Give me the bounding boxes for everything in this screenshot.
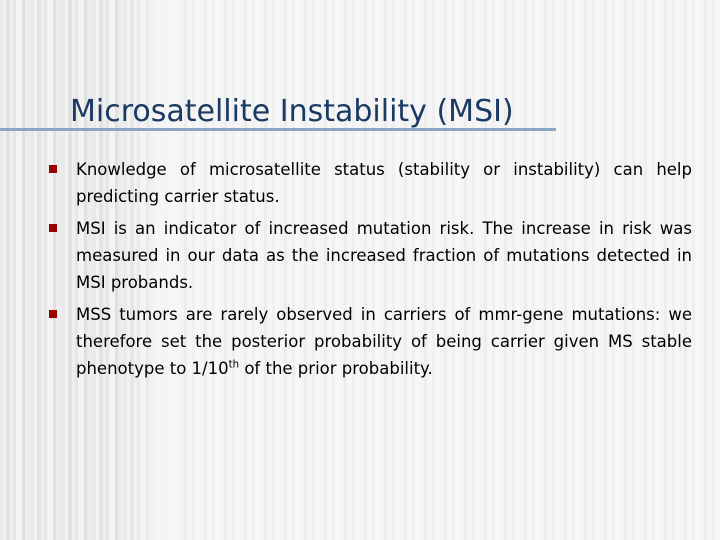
list-item: MSS tumors are rarely observed in carrie… [44,301,692,382]
ordinal-superscript: th [228,359,240,371]
list-item-text: Knowledge of microsatellite status (stab… [76,160,692,206]
list-item-text-main: MSS tumors are rarely observed in carrie… [76,305,692,378]
list-item-text: MSI is an indicator of increased mutatio… [76,219,692,292]
list-item: MSI is an indicator of increased mutatio… [44,215,692,296]
bullet-list: Knowledge of microsatellite status (stab… [44,156,692,382]
square-bullet-icon [49,224,57,232]
slide-title: Microsatellite Instability (MSI) [70,94,514,130]
list-item-text: MSS tumors are rarely observed in carrie… [76,301,692,382]
list-item-text-tail: of the prior probability. [239,359,433,378]
list-item: Knowledge of microsatellite status (stab… [44,156,692,210]
square-bullet-icon [49,310,57,318]
title-underline-rule [0,128,556,131]
square-bullet-icon [49,165,57,173]
